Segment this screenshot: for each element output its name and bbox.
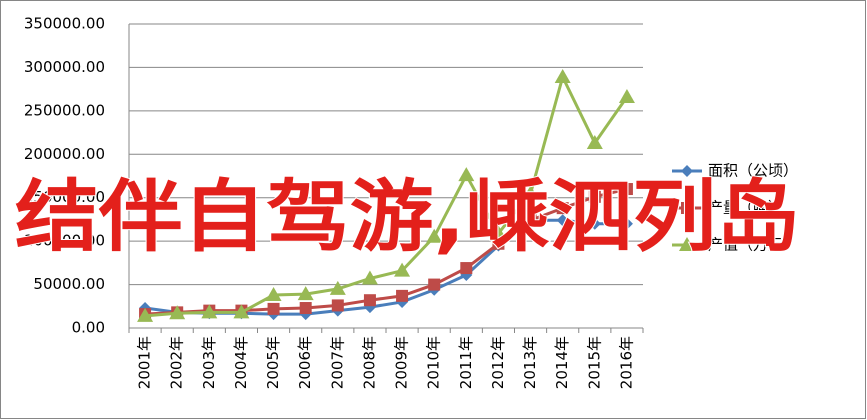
marker [265, 286, 282, 301]
legend-label: 面积（公顷） [708, 162, 798, 180]
x-tick-label: 2010年 [425, 336, 443, 389]
marker [329, 280, 346, 295]
x-tick-label: 2013年 [521, 336, 539, 389]
y-tick-label: 300000.00 [24, 58, 105, 76]
series-line [144, 72, 629, 318]
marker [331, 299, 344, 312]
marker [297, 286, 314, 301]
marker [586, 134, 603, 149]
marker [267, 302, 280, 315]
y-tick-label: 100000.00 [24, 232, 105, 250]
legend-label: 产值（万元） [708, 236, 798, 254]
series-line [144, 187, 628, 316]
x-tick-label: 2003年 [200, 336, 218, 389]
marker [554, 68, 571, 83]
marker [524, 214, 537, 227]
marker [588, 190, 601, 203]
x-tick-label: 2009年 [393, 336, 411, 389]
marker [428, 278, 441, 291]
y-tick-label: 150000.00 [24, 188, 105, 206]
x-tick-label: 2007年 [328, 336, 346, 389]
marker [522, 185, 539, 200]
x-tick-label: 2002年 [168, 336, 186, 389]
marker [681, 202, 693, 214]
x-tick-label: 2006年 [296, 336, 314, 389]
y-tick-label: 350000.00 [24, 15, 105, 33]
marker [137, 307, 154, 322]
marker [556, 202, 569, 215]
x-tick-label: 2014年 [553, 336, 571, 389]
marker [620, 217, 633, 230]
marker [361, 270, 378, 285]
marker [679, 237, 695, 251]
marker [233, 304, 250, 319]
marker [556, 214, 569, 227]
marker [396, 289, 409, 302]
x-tick-label: 2004年 [232, 336, 250, 389]
marker [169, 305, 186, 320]
marker [588, 217, 601, 230]
marker [426, 228, 443, 243]
marker [490, 225, 507, 240]
overlay-text: 结伴自驾游,嵊泗列岛 [15, 172, 800, 262]
x-tick-label: 2015年 [585, 336, 603, 389]
marker [363, 294, 376, 307]
y-tick-label: 50000.00 [33, 275, 105, 293]
x-tick-label: 2011年 [457, 336, 475, 389]
x-tick-label: 2016年 [617, 336, 635, 389]
y-tick-label: 0.00 [72, 319, 105, 337]
marker [620, 183, 633, 196]
marker [681, 165, 693, 177]
x-tick-label: 2001年 [136, 336, 154, 389]
marker [460, 262, 473, 275]
x-tick-label: 2012年 [489, 336, 507, 389]
marker [618, 88, 635, 103]
marker [201, 304, 218, 319]
y-tick-label: 200000.00 [24, 145, 105, 163]
x-tick-label: 2005年 [264, 336, 282, 389]
x-tick-label: 2008年 [360, 336, 378, 389]
marker [492, 237, 505, 250]
marker [394, 262, 411, 277]
marker [458, 167, 475, 182]
y-tick-label: 250000.00 [24, 101, 105, 119]
marker [299, 302, 312, 315]
legend-label: 产量（吨） [708, 199, 783, 217]
